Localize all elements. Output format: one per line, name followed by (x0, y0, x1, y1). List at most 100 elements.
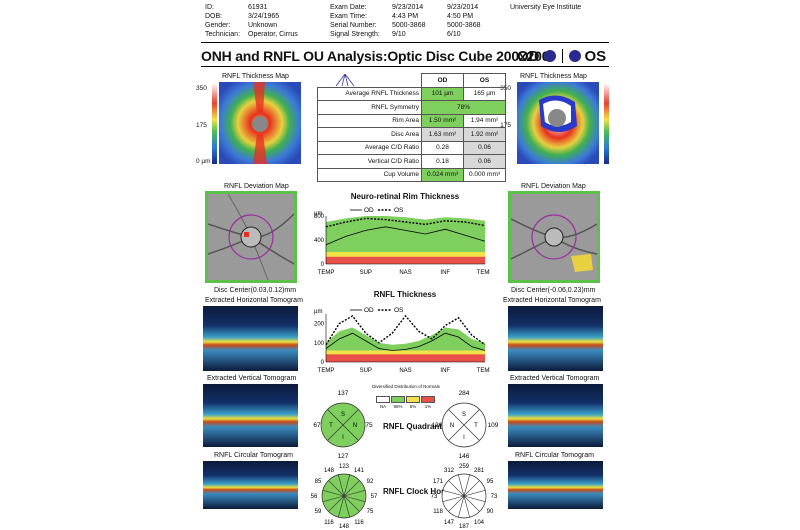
od-serial: 5000-3868 (392, 22, 426, 29)
od-clock-value: 116 (324, 520, 334, 526)
od-clock-value: 57 (371, 494, 378, 500)
metrics-table: OD OS Average RNFL Thickness 101 µm 165 … (317, 73, 506, 182)
rim-x-tick: TEMP (318, 270, 335, 276)
rnfl-y-tick: 200 (314, 322, 325, 328)
os-clock-spoke (448, 495, 465, 512)
os-clock-value: 187 (459, 524, 470, 530)
od-vertical-tomogram (203, 384, 298, 447)
od-deviation-map-label: RNFL Deviation Map (224, 183, 289, 190)
rnfl-legend-od: OD (364, 307, 374, 314)
os-horizontal-tomogram-label: Extracted Horizontal Tomogram (503, 297, 601, 304)
os-clock-spoke (463, 495, 470, 518)
metric-od-value: 1.50 mm² (421, 113, 464, 128)
od-quad-n: N (353, 423, 357, 429)
od-exam-time: 4:43 PM (392, 13, 419, 20)
od-quad-bottom: 127 (338, 453, 349, 460)
os-dot-icon (568, 50, 581, 62)
os-clock-value: 147 (444, 520, 455, 526)
rnfl-chart-title: RNFL Thickness (373, 290, 437, 299)
os-serial: 5000-3868 (447, 22, 481, 29)
os-clock-value: 118 (433, 509, 443, 515)
os-clock-spoke (463, 480, 480, 497)
quadrants-label: RNFL Quadrants (383, 422, 447, 431)
od-exam-date: 9/23/2014 (392, 4, 424, 11)
metric-symmetry-value: 78% (421, 100, 506, 115)
normals-label-1: 1% (424, 404, 432, 409)
od-clock-spoke (338, 495, 345, 518)
od-quad-top: 137 (338, 390, 349, 397)
os-quad-n: N (450, 423, 454, 429)
metric-label: RNFL Symmetry (317, 100, 422, 115)
metric-od-value: 101 µm (421, 86, 464, 101)
od-quad-i: I (342, 435, 344, 441)
os-quad-left: 120 (432, 422, 443, 429)
technician-label: Technician: (205, 31, 241, 38)
metric-label: Rim Area (317, 113, 422, 128)
os-color-scale (604, 83, 609, 164)
os-clock-value: 259 (459, 464, 470, 470)
od-disc-center: Disc Center(0.03,0.12)mm (214, 287, 297, 294)
os-clock-spoke (463, 495, 486, 502)
rnfl-y-unit: µm (314, 309, 322, 315)
os-clock-spoke (463, 490, 486, 497)
od-quad-left: 67 (313, 422, 321, 429)
serial-number-label: Serial Number: (330, 22, 377, 29)
od-quad-t: T (329, 423, 333, 429)
od-clock-spoke (343, 495, 360, 512)
dob-value: 3/24/1965 (248, 13, 280, 20)
metric-label: Vertical C/D Ratio (317, 154, 422, 169)
rim-y-unit: µm (314, 211, 322, 217)
od-clock-spoke (343, 474, 350, 497)
rnfl-x-tick: INF (440, 368, 450, 374)
eye-divider (561, 49, 563, 63)
exam-date-label: Exam Date: (330, 4, 367, 11)
normals-swatch-na (376, 396, 390, 403)
metric-label: Cup Volume (317, 167, 422, 182)
od-clock-spoke (338, 474, 345, 497)
os-clock-spoke (463, 474, 470, 497)
os-scale-mid: 175 (500, 122, 511, 129)
rim-x-tick: TEMP (477, 270, 490, 276)
metric-label: Average RNFL Thickness (317, 86, 422, 101)
normals-legend-title: Diversified Distribution of Normals (372, 384, 440, 389)
metric-label: Disc Area (317, 127, 422, 142)
od-thickness-map (219, 82, 301, 164)
rim-chart-title: Neuro-retinal Rim Thickness (350, 192, 460, 201)
os-clock-value: 95 (487, 479, 494, 485)
od-exam-values: 9/23/2014 4:43 PM 5000-3868 9/10 (392, 3, 425, 39)
od-circular-tomogram-label: RNFL Circular Tomogram (214, 452, 293, 459)
os-clock-spoke (442, 495, 465, 502)
gender-value: Unknown (248, 22, 278, 29)
rim-legend-od: OD (364, 207, 374, 214)
metric-os-value: 1.94 mm² (463, 113, 506, 128)
os-disc-center: Disc Center(-0.06,0.23)mm (511, 287, 596, 294)
os-clock-value: 171 (433, 479, 444, 485)
rnfl-series-od (325, 332, 486, 351)
exam-time-label: Exam Time: (330, 13, 367, 20)
rnfl-thickness-chart: µm OD OS 200 100 0 TEMP SUP NAS INF TEMP (314, 307, 490, 374)
od-quadrant-chart: 137 67 75 127 S T N I (313, 390, 373, 460)
metric-od-value: 0.28 (421, 140, 464, 155)
od-clock-spoke (343, 490, 366, 497)
rnfl-y-tick: 100 (314, 341, 325, 347)
rnfl-y-tick: 0 (321, 360, 325, 366)
od-dot-icon (543, 50, 556, 62)
dob-label: DOB: (205, 13, 223, 20)
od-clock-spoke (343, 480, 360, 497)
table-pointer-icon (335, 73, 355, 87)
rnfl-x-tick: SUP (360, 368, 372, 374)
os-clock-spoke (442, 490, 465, 497)
od-quad-right: 75 (365, 422, 373, 429)
exam-labels: Exam Date: Exam Time: Serial Number: Sig… (330, 3, 380, 39)
metric-os-value: 1.92 mm² (463, 127, 506, 142)
od-clock-spoke (343, 495, 366, 502)
os-column-header: OS (463, 73, 506, 88)
metric-os-value: 0.000 mm³ (463, 167, 506, 182)
rnfl-x-tick: TEMP (477, 368, 490, 374)
rim-x-tick: INF (440, 270, 450, 276)
normals-label-na: NA (379, 404, 387, 409)
metric-od-value: 0.024 mm³ (421, 167, 464, 182)
patient-values: 61931 3/24/1965 Unknown Operator, Cirrus (248, 3, 298, 39)
